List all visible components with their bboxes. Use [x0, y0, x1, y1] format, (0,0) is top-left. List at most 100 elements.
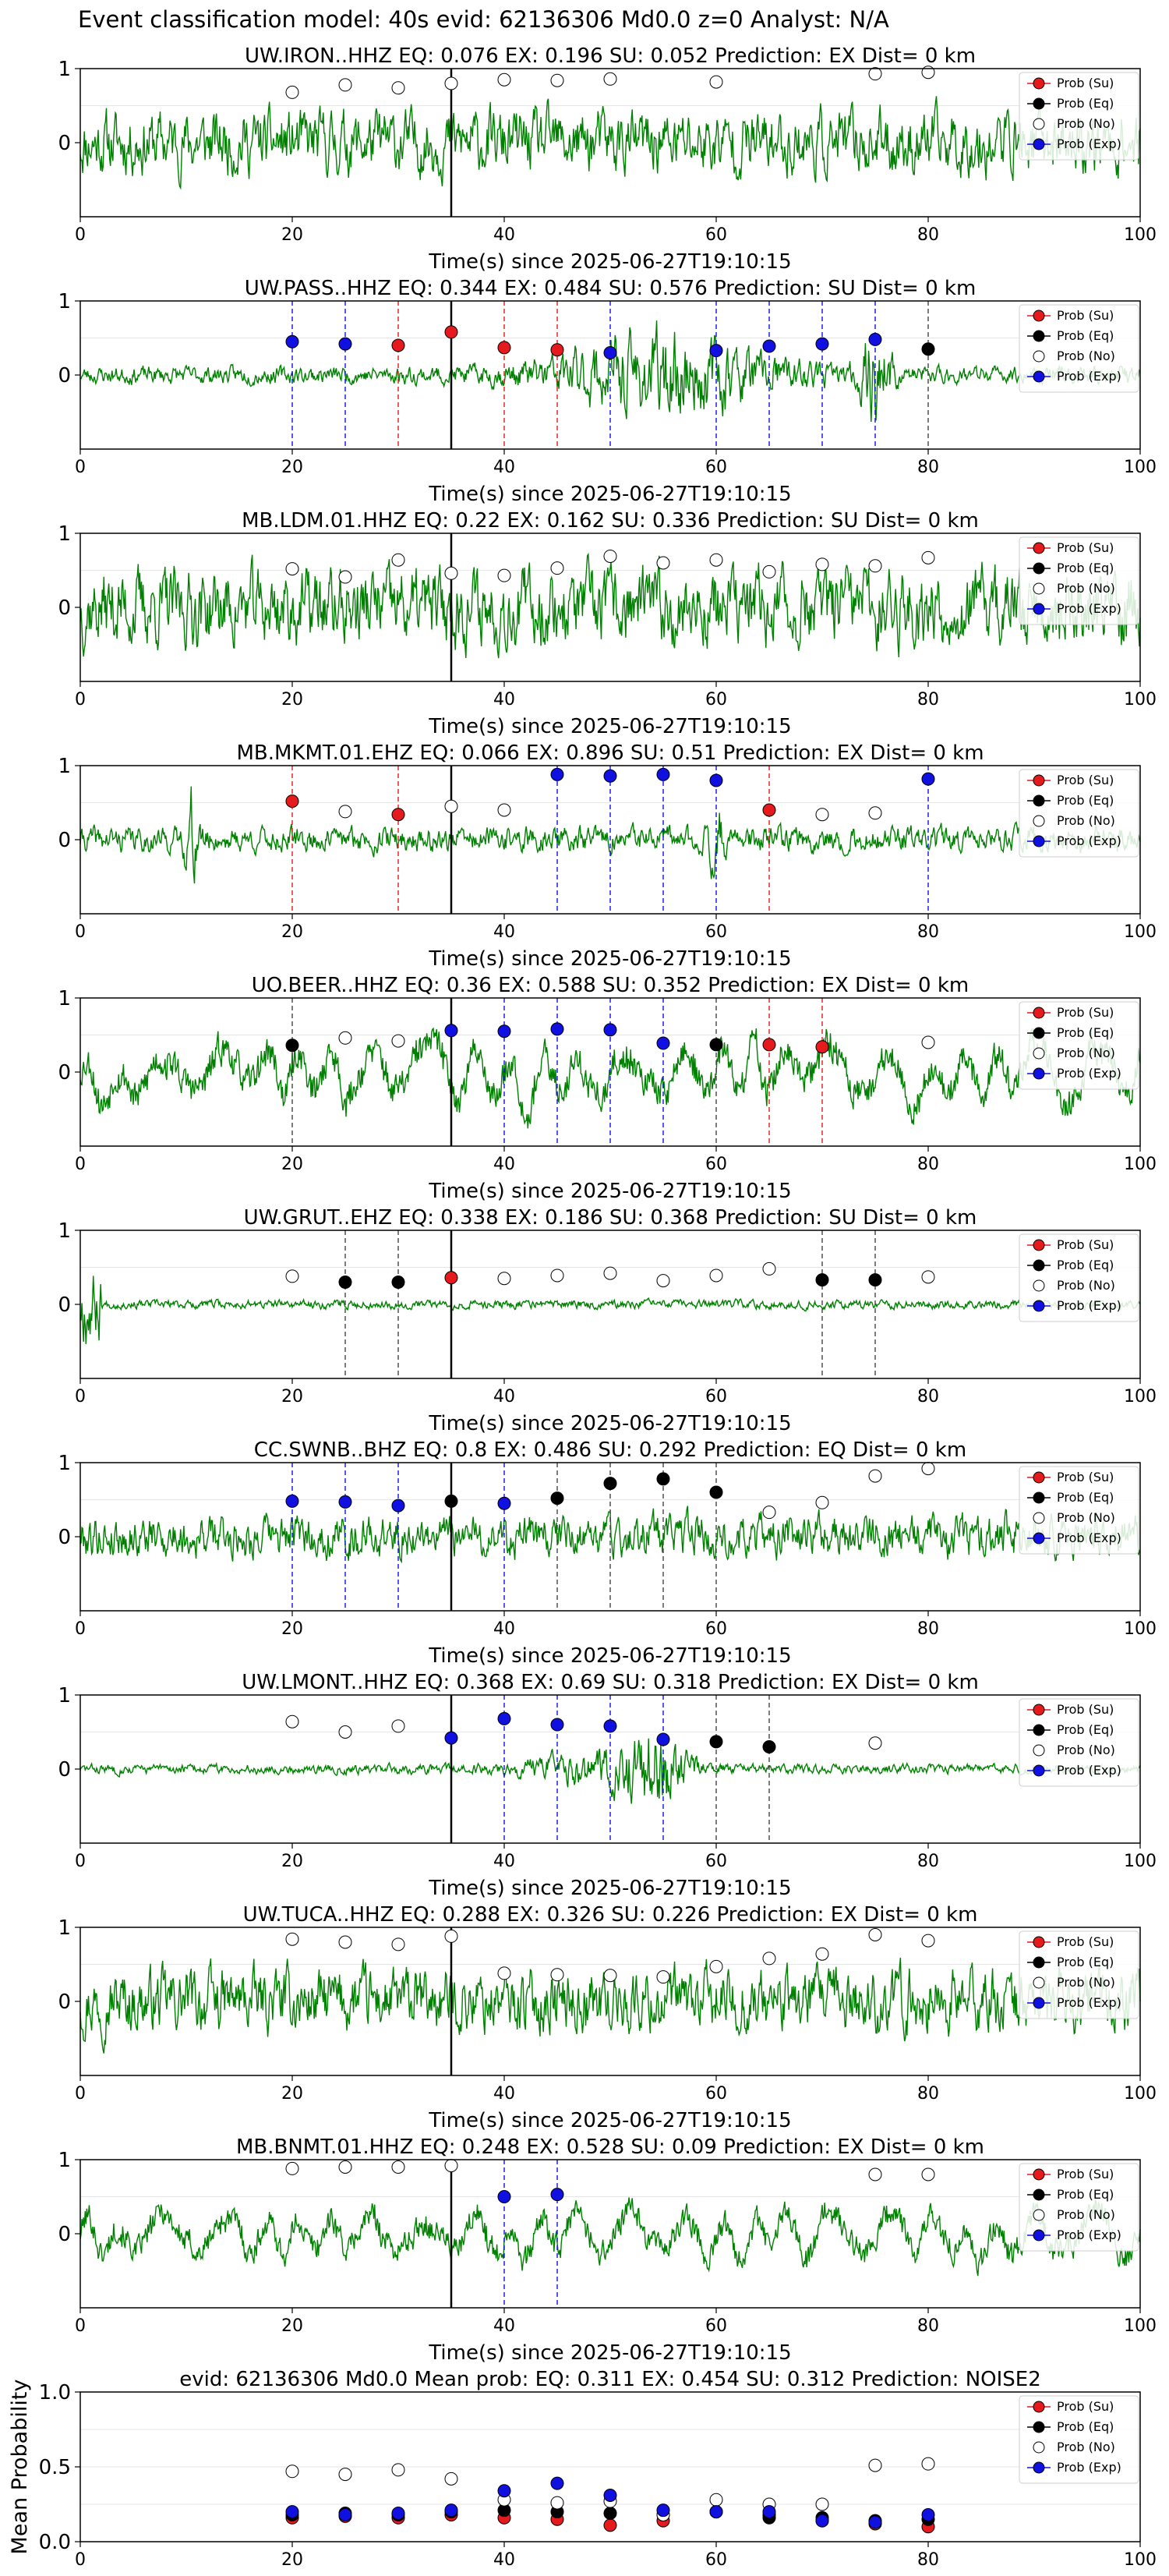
panel-2-marker-1 — [338, 570, 352, 584]
panel-3-title: MB.MKMT.01.EHZ EQ: 0.066 EX: 0.896 SU: 0… — [236, 741, 984, 765]
panel-4-xtick-label-4: 80 — [917, 1155, 939, 1174]
panel-mean-ylabel: Mean Probability — [8, 2380, 32, 2555]
panel-3-legend-label-0: Prob (Su) — [1057, 773, 1114, 787]
panel-mean-point-exp-1 — [338, 2507, 352, 2521]
panel-9-marker-0 — [285, 2161, 299, 2175]
panel-mean-xtick-label-0: 0 — [75, 2550, 86, 2570]
panel-8-marker-8 — [709, 1959, 723, 1973]
panel-5-legend-marker-1 — [1033, 1259, 1045, 1272]
panel-5-ytick-label-0: 0 — [58, 1293, 71, 1317]
panel-3-legend-marker-1 — [1033, 794, 1045, 807]
panel-4-marker-7 — [656, 1036, 670, 1050]
panel-8-marker-0 — [285, 1932, 299, 1946]
panel-8-marker-4 — [497, 1966, 511, 1980]
panel-7-legend-marker-1 — [1033, 1724, 1045, 1736]
panel-5-marker-3 — [444, 1271, 458, 1285]
panel-6-xtick-label-2: 40 — [493, 1619, 515, 1639]
panel-8-marker-6 — [603, 1969, 617, 1983]
panel-5-marker-7 — [656, 1274, 670, 1288]
panel-9-marker-7 — [921, 2167, 935, 2181]
panel-7-legend-label-1: Prob (Eq) — [1057, 1722, 1114, 1737]
panel-4-xtick-label-5: 100 — [1124, 1155, 1157, 1174]
panel-0-legend-marker-0 — [1033, 77, 1045, 90]
panel-4-xtick-label-2: 40 — [493, 1155, 515, 1174]
panel-8-xtick-label-0: 0 — [75, 2084, 86, 2104]
panel-9-marker-6 — [868, 2167, 882, 2181]
panel-6-marker-2 — [391, 1499, 405, 1513]
panel-0-marker-3 — [444, 76, 458, 90]
panel-0-marker-6 — [603, 72, 617, 86]
panel-9-waveform — [79, 2197, 1141, 2277]
panel-7-marker-1 — [338, 1725, 352, 1739]
panel-4-ytick-label-0: 0 — [58, 1061, 71, 1085]
panel-mean-legend-marker-1 — [1033, 2421, 1045, 2433]
panel-4-title: UO.BEER..HHZ EQ: 0.36 EX: 0.588 SU: 0.35… — [252, 974, 969, 997]
panel-9-legend-label-2: Prob (No) — [1057, 2207, 1115, 2222]
panel-4-xtick-label-1: 20 — [281, 1155, 303, 1174]
panel-6-xtick-label-4: 80 — [917, 1619, 939, 1639]
panel-6-ytick-label-1: 1 — [58, 1452, 71, 1475]
panel-4-marker-8 — [709, 1038, 723, 1052]
panel-4-ytick-label-1: 1 — [58, 987, 71, 1010]
panel-3-ytick-label-0: 0 — [58, 829, 71, 852]
panel-0-marker-7 — [709, 75, 723, 89]
panel-8-marker-1 — [338, 1935, 352, 1949]
panel-8-legend-marker-3 — [1033, 1997, 1045, 2009]
panel-mean-ytick-label-0: 0.0 — [39, 2531, 71, 2554]
panel-6-marker-5 — [550, 1491, 564, 1506]
panel-mean-point-exp-3 — [444, 2503, 458, 2518]
panel-2-marker-6 — [603, 549, 617, 563]
panel-mean-xtick-label-3: 60 — [705, 2550, 727, 2570]
panel-8-xtick-label-5: 100 — [1124, 2084, 1157, 2104]
panel-5-marker-12 — [921, 1270, 935, 1284]
panel-4-marker-5 — [550, 1022, 564, 1036]
panel-7-xtick-label-3: 60 — [705, 1852, 727, 1871]
panel-7-marker-0 — [285, 1714, 299, 1729]
panel-6-legend-marker-0 — [1033, 1471, 1045, 1484]
panel-5-marker-6 — [603, 1266, 617, 1280]
panel-2: MB.LDM.01.HHZ EQ: 0.22 EX: 0.162 SU: 0.3… — [58, 509, 1157, 738]
panel-mean-legend-marker-3 — [1033, 2461, 1045, 2474]
panel-0-xtick-label-3: 60 — [705, 225, 727, 245]
panel-3-legend-box — [1019, 769, 1139, 858]
panel-0-xtick-label-0: 0 — [75, 225, 86, 245]
panel-6-marker-12 — [921, 1462, 935, 1476]
panel-8-waveform — [79, 1957, 1141, 2054]
panel-7-ytick-label-0: 0 — [58, 1758, 71, 1782]
panel-2-marker-3 — [444, 566, 458, 580]
panel-mean-xtick-label-1: 20 — [281, 2550, 303, 2570]
panel-5-title: UW.GRUT..EHZ EQ: 0.338 EX: 0.186 SU: 0.3… — [244, 1206, 977, 1230]
panel-2-title: MB.LDM.01.HHZ EQ: 0.22 EX: 0.162 SU: 0.3… — [242, 509, 979, 533]
panel-4-xlabel: Time(s) since 2025-06-27T19:10:15 — [428, 1180, 791, 1203]
panel-1-legend-marker-3 — [1033, 370, 1045, 383]
panel-9-xtick-label-2: 40 — [493, 2316, 515, 2336]
panel-0-marker-0 — [285, 85, 299, 99]
panel-1-xtick-label-0: 0 — [75, 458, 86, 477]
panel-6-xtick-label-0: 0 — [75, 1619, 86, 1639]
panel-6-xtick-label-1: 20 — [281, 1619, 303, 1639]
panel-6-xlabel: Time(s) since 2025-06-27T19:10:15 — [428, 1644, 791, 1668]
panel-6-marker-0 — [285, 1494, 299, 1508]
panel-4-marker-9 — [762, 1038, 776, 1052]
panel-6-legend-label-2: Prob (No) — [1057, 1510, 1115, 1525]
panel-2-xtick-label-2: 40 — [493, 690, 515, 709]
panel-mean-point-su-6 — [603, 2518, 617, 2532]
panel-3-xtick-label-3: 60 — [705, 922, 727, 942]
panel-7-marker-4 — [497, 1711, 511, 1725]
panel-4-frame — [79, 997, 1141, 1147]
panel-9-xtick-label-0: 0 — [75, 2316, 86, 2336]
panel-7-xtick-label-5: 100 — [1124, 1852, 1157, 1871]
panel-1-marker-1 — [338, 337, 352, 351]
panel-2-marker-12 — [921, 550, 935, 564]
panel-7-marker-7 — [656, 1732, 670, 1746]
panel-0-marker-2 — [391, 81, 405, 95]
panel-8-marker-12 — [921, 1934, 935, 1948]
panel-3-marker-10 — [815, 808, 829, 822]
panel-1: UW.PASS..HHZ EQ: 0.344 EX: 0.484 SU: 0.5… — [58, 277, 1157, 506]
panel-9-marker-2 — [391, 2160, 405, 2174]
panel-mean-point-exp-6 — [603, 2488, 617, 2502]
panel-mean-legend-label-1: Prob (Eq) — [1057, 2419, 1114, 2434]
panel-1-marker-8 — [762, 339, 776, 353]
panel-9-marker-1 — [338, 2160, 352, 2174]
panel-9-legend-marker-3 — [1033, 2229, 1045, 2242]
